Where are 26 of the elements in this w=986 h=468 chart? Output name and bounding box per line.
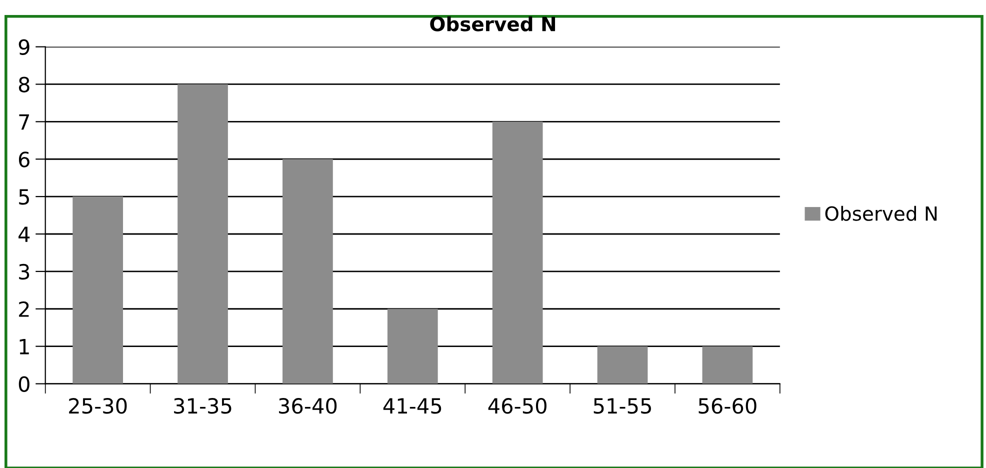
y-tick-label: 1 (20, 339, 29, 354)
y-tick-label: 2 (19, 301, 29, 317)
x-tick-label: 31-35 (174, 398, 232, 414)
bar (178, 84, 228, 384)
y-tick-label: 6 (18, 152, 30, 168)
x-tick-label: 41-45 (383, 398, 442, 414)
bar (492, 122, 543, 384)
y-tick-label: 7 (19, 114, 29, 130)
bar (282, 159, 333, 384)
x-tick-label: 36-40 (279, 398, 337, 414)
y-tick-label: 5 (19, 189, 29, 205)
x-tick-label: 51-55 (594, 398, 651, 414)
x-tick-label: 56-60 (698, 398, 756, 414)
chart-title: Observed N (430, 16, 556, 32)
bar (72, 196, 124, 384)
y-tick-label: 8 (18, 76, 30, 92)
bar (597, 346, 648, 384)
bar (702, 346, 753, 384)
legend-label: Observed N (825, 206, 937, 221)
bar (387, 308, 438, 384)
x-tick-label: 46-50 (488, 398, 546, 414)
y-tick-label: 4 (18, 226, 30, 242)
y-tick-label: 0 (18, 376, 30, 392)
y-tick-label: 9 (18, 39, 30, 56)
x-tick-label: 25-30 (69, 398, 127, 414)
y-tick-label: 3 (19, 264, 30, 280)
